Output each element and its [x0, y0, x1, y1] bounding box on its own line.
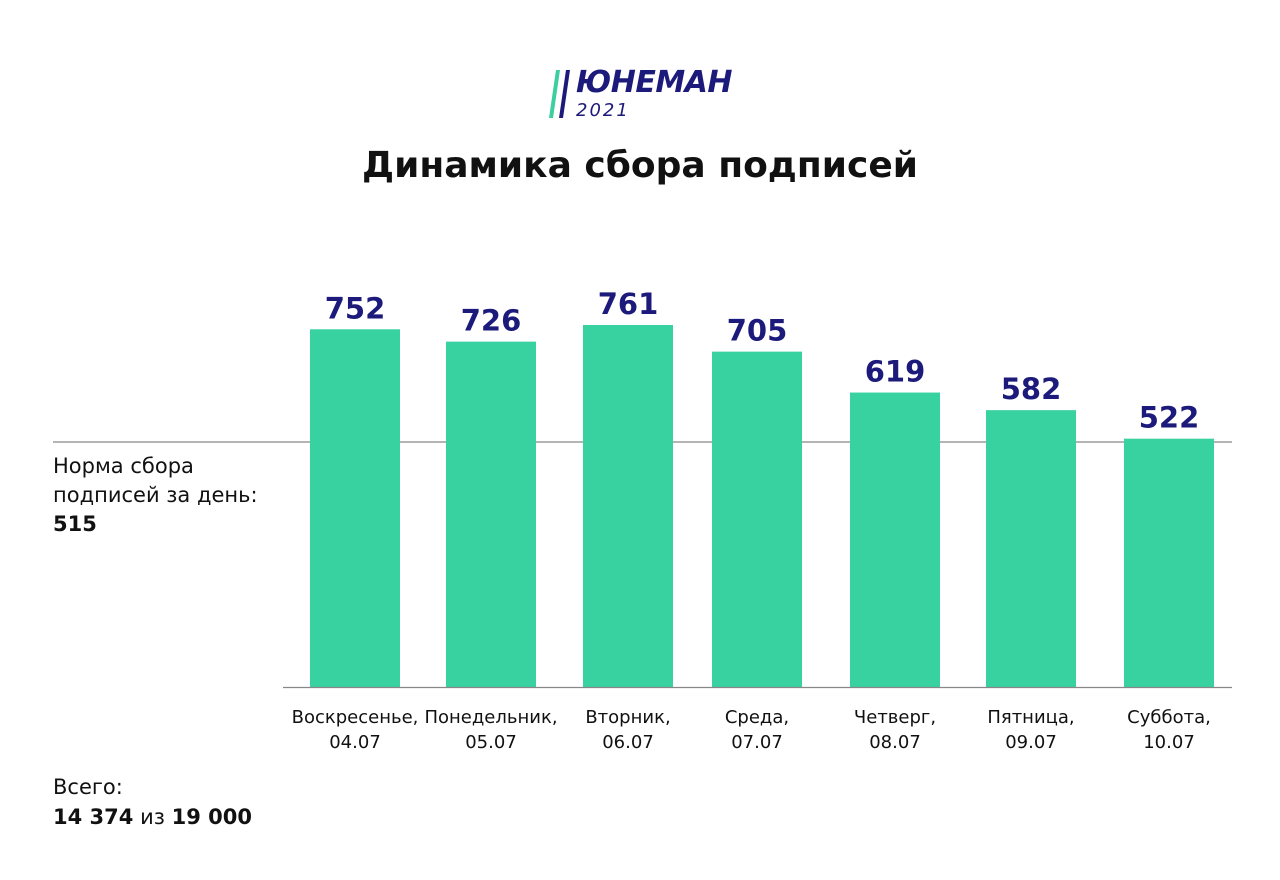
x-tick-date: 10.07 [1143, 732, 1195, 753]
bar-value-label-5: 619 [865, 355, 926, 389]
bar-value-label-7: 522 [1139, 401, 1200, 435]
x-tick-label-5: Четверг, 08.07 [815, 705, 975, 755]
bar-4 [712, 351, 802, 687]
x-tick-label-4: Среда, 07.07 [677, 705, 837, 755]
bar-value-label-1: 752 [325, 291, 386, 325]
x-tick-day: Пятница, [987, 707, 1075, 728]
logo-stripe-navy [559, 70, 570, 118]
total-summary: Всего: 14 374 из 19 000 [53, 772, 252, 832]
norm-value: 515 [53, 512, 97, 536]
bar-5 [850, 392, 940, 687]
x-tick-label-3: Вторник, 06.07 [548, 705, 708, 755]
logo: ЮНЕМАН 2021 [546, 66, 746, 126]
bars-group [310, 325, 1214, 687]
x-tick-label-1: Воскресенье, 04.07 [275, 705, 435, 755]
x-tick-date: 07.07 [731, 732, 783, 753]
x-tick-day: Понедельник, [424, 707, 558, 728]
logo-name: ЮНЕМАН [576, 65, 733, 100]
x-tick-date: 09.07 [1005, 732, 1057, 753]
total-label: Всего: [53, 775, 123, 799]
bar-1 [310, 329, 400, 687]
logo-stripe-green [549, 70, 560, 118]
norm-label: Норма сбора подписей за день: 515 [53, 452, 258, 539]
x-tick-day: Четверг, [853, 707, 937, 728]
chart-title: Динамика сбора подписей [362, 145, 918, 186]
x-tick-label-6: Пятница, 09.07 [951, 705, 1111, 755]
bar-2 [446, 341, 536, 687]
norm-label-line2: подписей за день: [53, 483, 258, 507]
bar-value-label-4: 705 [727, 314, 788, 348]
bar-6 [986, 410, 1076, 687]
x-tick-date: 06.07 [602, 732, 654, 753]
x-tick-day: Воскресенье, [291, 707, 419, 728]
bar-value-label-3: 761 [598, 287, 659, 321]
x-tick-label-2: Понедельник, 05.07 [411, 705, 571, 755]
x-tick-date: 08.07 [869, 732, 921, 753]
bar-value-label-6: 582 [1001, 372, 1062, 406]
bar-7 [1124, 438, 1214, 687]
x-tick-date: 04.07 [329, 732, 381, 753]
x-tick-day: Вторник, [585, 707, 671, 728]
x-tick-label-7: Суббота, 10.07 [1089, 705, 1249, 755]
total-collected: 14 374 [53, 805, 134, 829]
total-values: 14 374 из 19 000 [53, 802, 252, 832]
total-of-word: из [140, 805, 165, 829]
bar-3 [583, 325, 673, 687]
x-tick-date: 05.07 [465, 732, 517, 753]
x-tick-day: Среда, [724, 707, 790, 728]
x-tick-day: Суббота, [1127, 707, 1211, 728]
logo-year: 2021 [576, 100, 630, 121]
value-labels-group: 752 726 761 705 619 582 522 [325, 287, 1200, 435]
logo-stripes-icon [549, 70, 570, 118]
norm-label-line1: Норма сбора [53, 454, 194, 478]
total-target: 19 000 [171, 805, 252, 829]
bar-value-label-2: 726 [461, 304, 522, 338]
